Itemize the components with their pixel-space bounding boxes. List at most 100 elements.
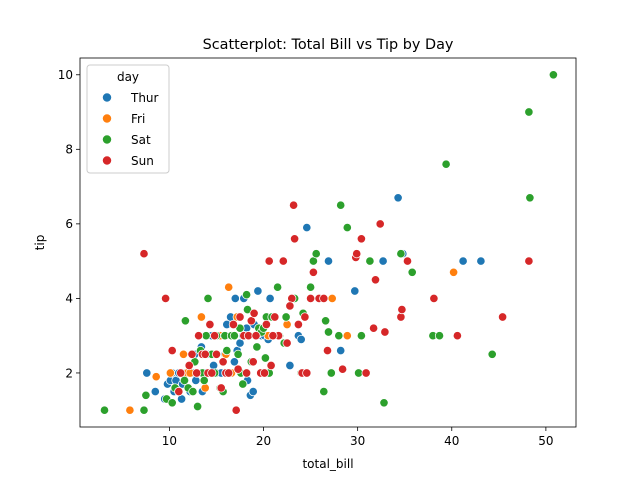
x-axis-ticks: 10 20 30 40 50 xyxy=(162,427,554,448)
point-sun-10 xyxy=(210,331,220,341)
legend-marker-thur xyxy=(102,92,112,103)
point-sat-4 xyxy=(167,398,177,408)
point-sun-34 xyxy=(290,234,300,244)
x-axis-label: total_bill xyxy=(302,457,353,471)
point-sun-14 xyxy=(224,368,234,378)
point-sun-62 xyxy=(218,357,228,367)
point-sun-54 xyxy=(429,293,439,303)
point-sun-19 xyxy=(242,368,252,378)
point-sat-25 xyxy=(229,331,239,341)
point-sat-66 xyxy=(407,267,417,277)
point-sat-72 xyxy=(525,193,535,203)
point-fri-1 xyxy=(151,372,161,382)
point-sat-53 xyxy=(319,387,329,397)
point-thur-52 xyxy=(350,286,360,296)
point-thur-50 xyxy=(323,256,334,266)
point-sat-64 xyxy=(396,249,406,259)
point-sun-45 xyxy=(356,234,366,244)
point-thur-51 xyxy=(336,346,346,356)
chart-title: Scatterplot: Total Bill vs Tip by Day xyxy=(203,37,454,53)
point-sat-73 xyxy=(548,70,558,80)
point-sat-69 xyxy=(441,159,451,169)
x-tick-label-10: 10 xyxy=(162,434,177,448)
point-sat-57 xyxy=(334,331,344,341)
point-sun-5 xyxy=(192,368,202,378)
point-sun-50 xyxy=(380,327,390,337)
point-sun-35 xyxy=(293,319,303,330)
point-sun-49 xyxy=(375,219,385,229)
point-sun-57 xyxy=(524,256,534,266)
point-fri-3 xyxy=(178,349,189,359)
legend: day Thur Fri Sat Sun xyxy=(86,64,170,174)
point-fri-20 xyxy=(449,267,459,277)
point-sat-63 xyxy=(379,398,389,408)
point-sat-1 xyxy=(139,405,149,415)
point-sat-15 xyxy=(203,293,213,303)
point-sun-52 xyxy=(397,305,407,315)
point-sun-27 xyxy=(266,360,276,371)
legend-label-sun: Sun xyxy=(131,154,154,168)
point-thur-53 xyxy=(378,256,388,266)
point-sat-58 xyxy=(336,200,346,210)
point-sat-78 xyxy=(199,375,209,385)
point-sun-61 xyxy=(249,308,259,318)
y-axis-label: tip xyxy=(33,235,47,251)
point-sun-17 xyxy=(235,312,245,322)
point-sat-38 xyxy=(260,353,270,363)
point-sat-8 xyxy=(180,316,190,326)
point-sun-53 xyxy=(402,256,413,266)
point-sat-55 xyxy=(323,327,334,337)
y-axis-ticks: 2 4 6 8 10 xyxy=(58,68,80,380)
point-thur-1 xyxy=(150,387,160,397)
point-sun-24 xyxy=(259,368,270,378)
legend-items: Thur Fri Sat Sun xyxy=(102,91,159,168)
point-sun-67 xyxy=(233,364,243,374)
point-sun-60 xyxy=(268,331,278,341)
point-sun-6 xyxy=(194,331,204,341)
point-sun-26 xyxy=(264,256,274,266)
point-sun-58 xyxy=(352,249,362,259)
point-sun-37 xyxy=(300,312,310,322)
point-sun-31 xyxy=(282,338,292,348)
point-sun-33 xyxy=(289,200,299,210)
point-sun-48 xyxy=(370,275,381,285)
point-sun-65 xyxy=(184,360,194,371)
legend-label-thur: Thur xyxy=(130,91,159,105)
point-sun-30 xyxy=(278,256,288,266)
point-thur-34 xyxy=(248,387,258,397)
point-thur-39 xyxy=(265,293,275,303)
y-tick-label-6: 6 xyxy=(65,217,73,231)
point-sun-55 xyxy=(452,331,462,341)
point-sat-61 xyxy=(356,331,366,341)
point-fri-9 xyxy=(200,383,210,393)
point-sun-39 xyxy=(306,293,316,303)
point-sun-3 xyxy=(176,368,186,378)
y-tick-label-8: 8 xyxy=(65,143,73,157)
point-fri-19 xyxy=(342,331,352,341)
point-thur-56 xyxy=(458,256,468,266)
x-tick-label-40: 40 xyxy=(444,434,459,448)
point-sun-38 xyxy=(302,368,312,378)
legend-title: day xyxy=(117,70,139,84)
point-sun-12 xyxy=(216,383,226,393)
point-sun-47 xyxy=(369,323,379,333)
y-tick-label-4: 4 xyxy=(65,292,73,306)
point-fri-8 xyxy=(196,312,206,322)
point-thur-41 xyxy=(230,293,240,303)
point-sun-28 xyxy=(270,312,280,322)
point-fri-0 xyxy=(125,405,135,415)
x-tick-label-30: 30 xyxy=(350,434,365,448)
y-tick-label-2: 2 xyxy=(65,366,73,380)
point-thur-46 xyxy=(285,360,295,371)
point-sun-46 xyxy=(361,368,371,378)
point-sun-42 xyxy=(322,346,333,356)
point-sat-30 xyxy=(242,290,252,300)
point-sat-0 xyxy=(99,405,110,415)
point-sun-59 xyxy=(285,301,295,311)
point-sat-77 xyxy=(222,346,232,356)
point-sun-16 xyxy=(231,405,241,415)
point-sun-63 xyxy=(207,368,217,378)
point-thur-54 xyxy=(393,193,403,203)
point-sat-62 xyxy=(365,256,375,266)
